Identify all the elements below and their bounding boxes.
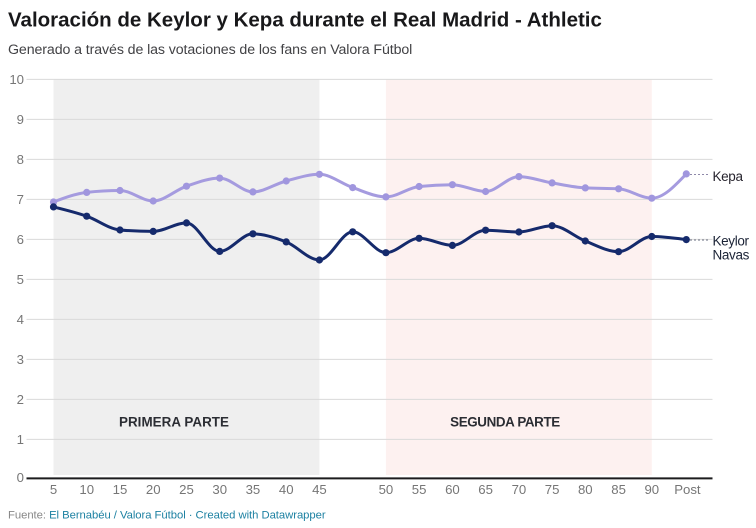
svg-text:5: 5 bbox=[17, 272, 24, 287]
svg-text:Fuente: El Bernabéu / Valora F: Fuente: El Bernabéu / Valora Fútbol · Cr… bbox=[8, 510, 326, 522]
svg-text:90: 90 bbox=[644, 482, 659, 497]
svg-text:50: 50 bbox=[379, 482, 394, 497]
svg-text:75: 75 bbox=[545, 482, 560, 497]
svg-text:PRIMERA PARTE: PRIMERA PARTE bbox=[119, 414, 229, 429]
svg-text:70: 70 bbox=[512, 482, 527, 497]
svg-text:Valoración de Keylor y Kepa du: Valoración de Keylor y Kepa durante el R… bbox=[8, 8, 602, 31]
svg-text:20: 20 bbox=[146, 482, 161, 497]
svg-text:2: 2 bbox=[17, 392, 24, 407]
svg-text:10: 10 bbox=[9, 72, 24, 87]
svg-text:55: 55 bbox=[412, 482, 427, 497]
svg-text:80: 80 bbox=[578, 482, 593, 497]
svg-text:8: 8 bbox=[17, 152, 24, 167]
svg-text:6: 6 bbox=[17, 232, 24, 247]
svg-text:Navas: Navas bbox=[713, 248, 750, 263]
svg-text:35: 35 bbox=[246, 482, 261, 497]
svg-text:60: 60 bbox=[445, 482, 460, 497]
svg-text:3: 3 bbox=[17, 352, 24, 367]
svg-text:30: 30 bbox=[212, 482, 227, 497]
svg-text:5: 5 bbox=[50, 482, 57, 497]
svg-text:65: 65 bbox=[478, 482, 493, 497]
svg-text:Kepa: Kepa bbox=[713, 169, 744, 184]
svg-text:Post: Post bbox=[674, 482, 701, 497]
svg-text:10: 10 bbox=[79, 482, 94, 497]
svg-text:SEGUNDA PARTE: SEGUNDA PARTE bbox=[450, 414, 560, 429]
svg-text:Generado a través de las votac: Generado a través de las votaciones de l… bbox=[8, 42, 412, 58]
svg-text:7: 7 bbox=[17, 192, 24, 207]
svg-text:15: 15 bbox=[113, 482, 128, 497]
svg-text:85: 85 bbox=[611, 482, 626, 497]
svg-text:40: 40 bbox=[279, 482, 294, 497]
svg-text:9: 9 bbox=[17, 112, 24, 127]
svg-text:4: 4 bbox=[17, 312, 24, 327]
svg-text:0: 0 bbox=[17, 470, 24, 485]
svg-text:Keylor: Keylor bbox=[713, 234, 750, 249]
svg-text:1: 1 bbox=[17, 432, 24, 447]
svg-text:45: 45 bbox=[312, 482, 327, 497]
svg-text:25: 25 bbox=[179, 482, 194, 497]
